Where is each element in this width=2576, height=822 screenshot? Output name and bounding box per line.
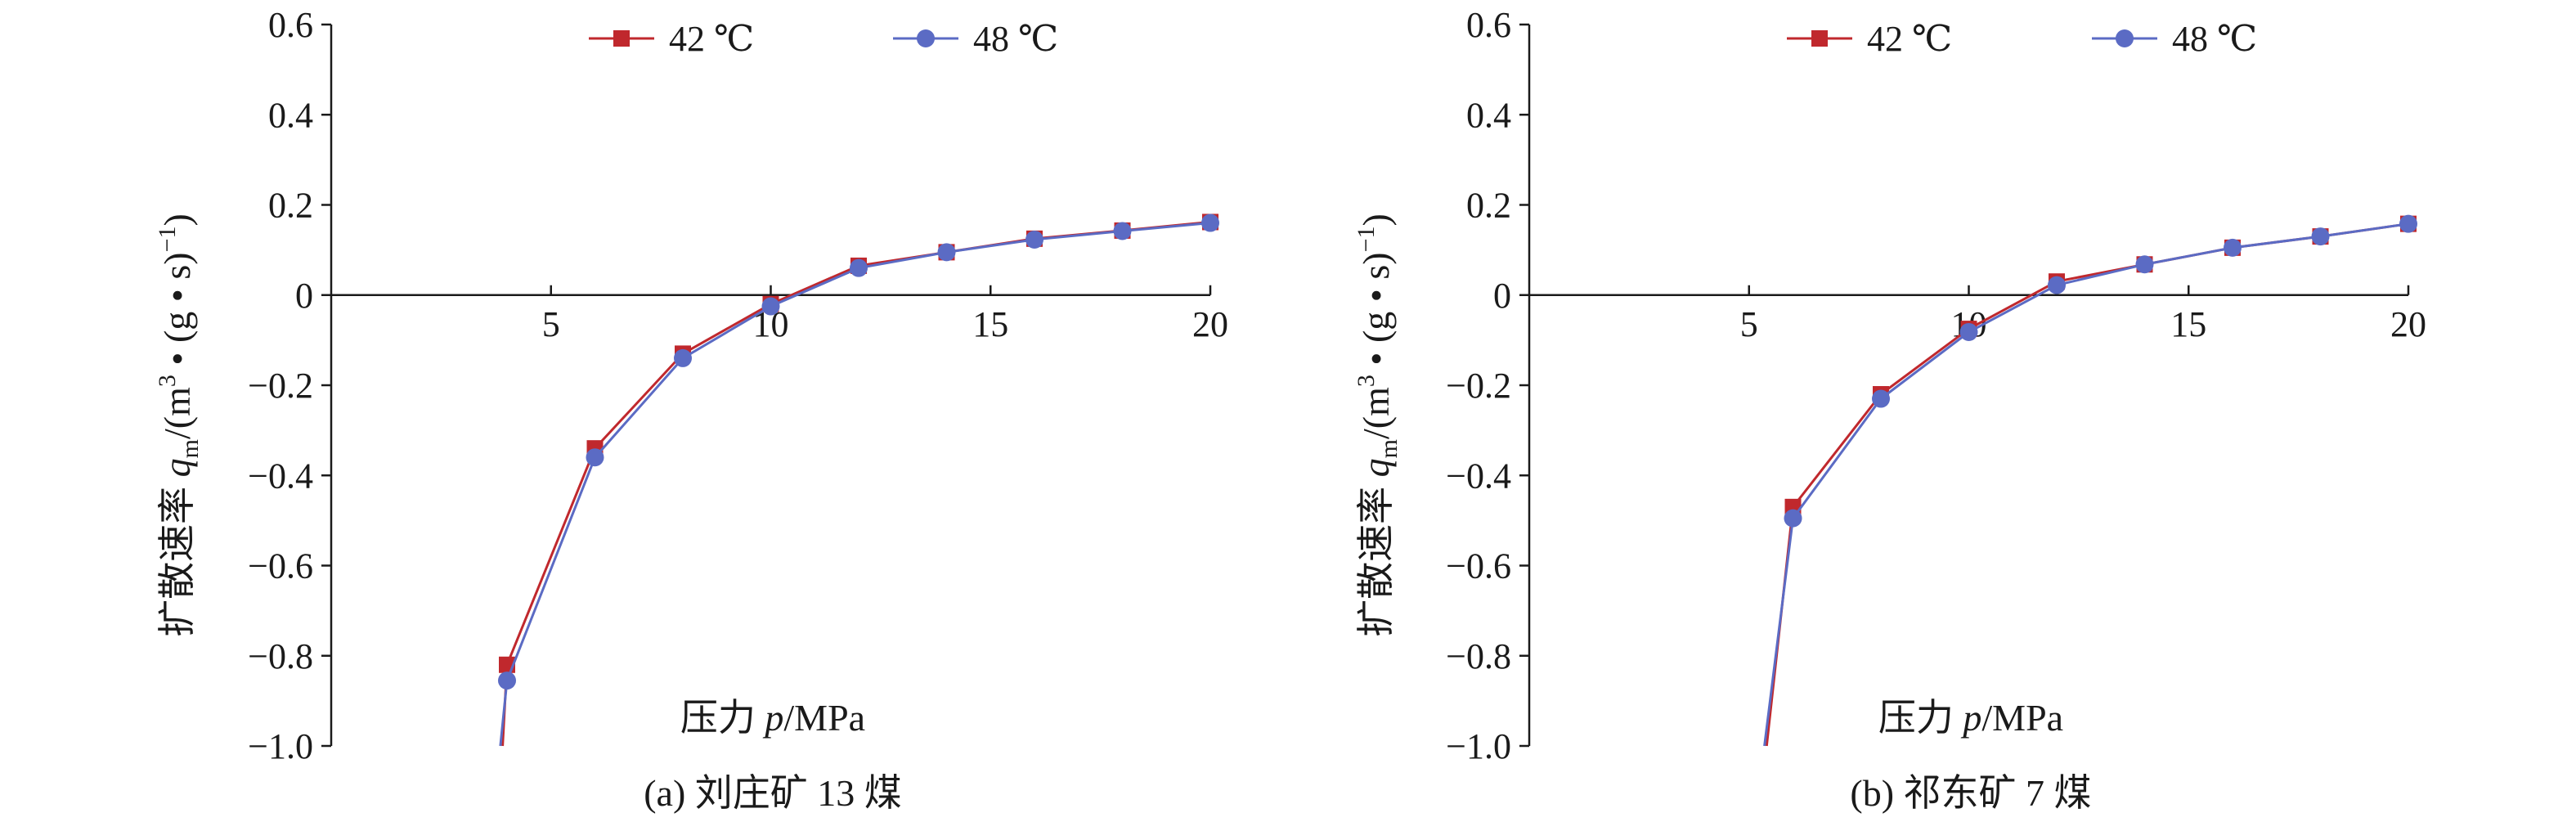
legend-marker xyxy=(613,30,630,47)
x-tick-label: 20 xyxy=(1192,304,1228,344)
legend: 42 ℃ 48 ℃ xyxy=(589,19,1058,59)
data-point xyxy=(586,448,604,467)
y-tick-label: −0.2 xyxy=(1446,366,1511,406)
y-tick-label: −1.0 xyxy=(248,726,313,766)
data-point xyxy=(2399,214,2417,233)
x-tick-label: 5 xyxy=(542,304,560,344)
series-group xyxy=(1763,214,2417,747)
legend: 42 ℃ 48 ℃ xyxy=(1787,19,2257,59)
y-tick-label: 0.2 xyxy=(268,186,313,226)
x-tick-label: 15 xyxy=(972,304,1008,344)
series-line-1 xyxy=(501,220,1211,747)
data-point xyxy=(1113,222,1132,240)
y-tick-label: 0.4 xyxy=(1466,95,1511,135)
data-point xyxy=(937,243,956,262)
chart-panel-a: 0.60.40.20−0.2−0.4−0.6−0.8−1.0 5 10 15 20 4… xyxy=(154,5,1228,814)
data-point xyxy=(1784,509,1802,528)
y-tick-label: 0.2 xyxy=(1466,186,1511,226)
y-tick-label: 0.4 xyxy=(268,95,313,135)
y-tick-label: −0.8 xyxy=(1446,636,1511,676)
data-point xyxy=(1872,389,1890,408)
data-point xyxy=(2311,227,2330,246)
x-tick-label: 20 xyxy=(2390,304,2426,344)
y-tick-label: −0.8 xyxy=(248,636,313,676)
series-group xyxy=(498,213,1219,747)
series-line-1 xyxy=(1765,222,2409,747)
data-point xyxy=(498,672,516,690)
legend-label: 48 ℃ xyxy=(2172,19,2257,59)
data-point xyxy=(2135,255,2154,274)
legend-label: 42 ℃ xyxy=(1867,19,1952,59)
y-tick-label: −0.4 xyxy=(248,456,313,496)
legend-marker xyxy=(917,29,935,47)
data-point xyxy=(2224,238,2242,257)
series-line-2 xyxy=(1763,222,2409,747)
legend-marker xyxy=(1811,30,1828,47)
y-tick-label: 0 xyxy=(1493,276,1511,316)
y-tick-label: 0.6 xyxy=(268,5,313,45)
y-tick-label: −0.2 xyxy=(248,366,313,406)
y-tick-label: 0.6 xyxy=(1466,5,1511,45)
axes xyxy=(1519,23,2410,748)
x-axis-label: 压力 p/MPa xyxy=(680,697,865,739)
y-axis-label: 扩散速率 qm/(m3 • (g • s)−1) xyxy=(154,213,204,637)
chart-caption: (b) 祁东矿 7 煤 xyxy=(1850,772,2091,814)
data-point xyxy=(1201,213,1219,232)
data-point xyxy=(1959,322,1978,341)
y-tick-label: −0.6 xyxy=(248,546,313,586)
legend-label: 48 ℃ xyxy=(973,19,1058,59)
legend-label: 42 ℃ xyxy=(669,19,754,59)
x-axis-label: 压力 p/MPa xyxy=(1878,697,2063,739)
legend-marker xyxy=(2116,29,2134,47)
x-tick-label: 5 xyxy=(1740,304,1758,344)
data-point xyxy=(1025,230,1043,249)
series-line-2 xyxy=(499,222,1211,747)
y-tick-label: 0 xyxy=(295,276,313,316)
y-tick-label: −0.4 xyxy=(1446,456,1511,496)
y-tick-labels: 0.6 0.4 0.2 0 −0.2 −0.4 −0.6 −0.8 −1.0 xyxy=(248,5,313,766)
y-axis-label: 扩散速率 qm/(m3 • (g • s)−1) xyxy=(1353,213,1402,637)
x-tick-label: 15 xyxy=(2170,304,2206,344)
y-tick-label: −1.0 xyxy=(1446,726,1511,766)
data-point xyxy=(2048,276,2066,294)
data-point xyxy=(761,297,780,316)
y-tick-labels: 0.6 0.4 0.2 0 −0.2 −0.4 −0.6 −0.8 −1.0 xyxy=(1446,5,1511,766)
chart-caption: (a) 刘庄矿 13 煤 xyxy=(644,772,902,814)
y-tick-label: −0.6 xyxy=(1446,546,1511,586)
data-point xyxy=(850,258,868,277)
data-point xyxy=(674,348,692,367)
axes xyxy=(321,23,1212,748)
